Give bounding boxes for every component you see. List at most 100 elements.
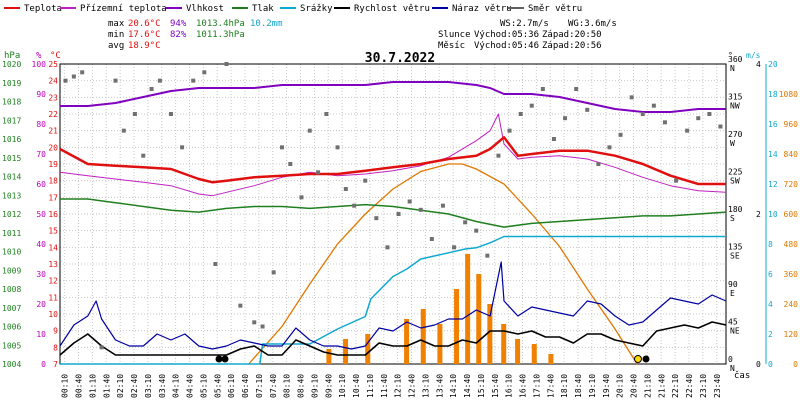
tick-celsius: 10 xyxy=(48,310,58,319)
wind-direction-point xyxy=(463,220,468,225)
tick-percent: 60 xyxy=(36,180,46,189)
wind-direction-point xyxy=(307,128,312,133)
tick-time: 11:10 xyxy=(366,374,375,398)
wind-direction-point xyxy=(674,178,679,183)
tick-celsius: 21 xyxy=(48,127,58,136)
tick-direction: S xyxy=(730,214,735,223)
wind-direction-point xyxy=(352,203,357,208)
tick-percent: 30 xyxy=(36,270,46,279)
moonrise-marker xyxy=(221,355,229,363)
tick-time: 15:10 xyxy=(477,374,486,398)
tick-time: 18:10 xyxy=(560,374,569,398)
tick-percent: 80 xyxy=(36,120,46,129)
tick-time: 11:40 xyxy=(380,374,389,398)
tick-degrees: 225 xyxy=(728,168,743,177)
tick-time: 08:40 xyxy=(297,374,306,398)
tick-ms: 20 xyxy=(768,60,778,69)
tick-time: 03:40 xyxy=(158,374,167,398)
wind-direction-point xyxy=(213,262,218,266)
tick-hpa: 1012 xyxy=(2,210,21,219)
wind-direction-point xyxy=(324,112,329,116)
tick-celsius: 18 xyxy=(48,177,58,186)
stat-sun-rise: Východ:05:36 xyxy=(474,30,539,40)
tick-ms: 6 xyxy=(768,270,773,279)
axis-unit-celsius: °C xyxy=(50,51,61,61)
wind-direction-point xyxy=(529,103,534,108)
stats-block: max 20.6°C 94% 1013.4hPa 10.2mm min 17.6… xyxy=(108,19,617,51)
wind-direction-point xyxy=(63,78,68,83)
axis-unit-percent: % xyxy=(36,51,42,61)
wind-direction-point xyxy=(180,145,185,150)
rain-intensity-bar xyxy=(515,339,521,364)
tick-celsius: 17 xyxy=(48,193,58,202)
wind-direction-point xyxy=(718,124,723,129)
wind-direction-point xyxy=(518,112,523,116)
tick-direction: N xyxy=(730,64,735,73)
series-rainfall xyxy=(60,235,726,365)
stat-moon-label: Měsíc xyxy=(438,41,465,51)
wind-direction-point xyxy=(540,87,545,91)
wind-direction-point xyxy=(440,203,445,208)
wind-direction-point xyxy=(418,207,423,212)
tick-hpa: 1011 xyxy=(2,229,21,238)
tick-celsius: 14 xyxy=(48,243,58,252)
tick-celsius: 8 xyxy=(53,343,58,352)
tick-hpa: 1004 xyxy=(2,360,21,369)
tick-celsius: 11 xyxy=(48,293,58,302)
tick-time: 14:10 xyxy=(449,374,458,398)
tick-percent: 90 xyxy=(36,90,46,99)
stat-min-hum: 82% xyxy=(170,30,187,40)
tick-degrees: 360 xyxy=(728,55,743,64)
series-temperature xyxy=(59,136,726,186)
tick-time: 14:40 xyxy=(463,374,472,398)
sunset-marker xyxy=(634,355,642,363)
tick-time: 19:10 xyxy=(588,374,597,398)
wind-direction-point xyxy=(280,145,284,150)
moonset-marker xyxy=(642,355,650,363)
wind-direction-point xyxy=(132,112,137,116)
tick-degrees: 0 xyxy=(728,355,733,364)
tick-wm2: 360 xyxy=(784,270,799,279)
wind-direction-point xyxy=(224,62,229,66)
legend-label: Přízemní teplota xyxy=(80,4,167,14)
tick-time: 15:40 xyxy=(491,374,500,398)
wind-direction-point xyxy=(80,70,85,75)
wind-direction-point xyxy=(485,253,490,258)
stat-avg-label: avg xyxy=(108,41,124,51)
stat-max-temp: 20.6°C xyxy=(128,19,161,29)
wind-direction-point xyxy=(202,70,207,75)
wind-direction-point xyxy=(452,245,457,250)
wind-direction-point xyxy=(640,112,645,116)
wind-direction-point xyxy=(407,199,412,204)
wind-direction-point xyxy=(685,128,690,133)
wind-direction-point xyxy=(596,162,601,166)
tick-time: 17:10 xyxy=(532,374,541,398)
wind-direction-point xyxy=(607,145,612,150)
tick-time: 09:40 xyxy=(324,374,333,398)
tick-degrees: 45 xyxy=(728,318,738,327)
stat-moon-set: Západ:20:56 xyxy=(542,41,602,51)
tick-time: 07:40 xyxy=(269,374,278,398)
stat-wg: WG:3.6m/s xyxy=(568,19,617,29)
wind-direction-point xyxy=(507,128,512,133)
tick-celsius: 15 xyxy=(48,227,58,236)
series-lines xyxy=(59,81,727,365)
wind-direction-point xyxy=(696,116,701,121)
tick-time: 10:10 xyxy=(338,374,347,398)
axis-unit-degrees: ° xyxy=(728,51,733,60)
tick-wm2: 840 xyxy=(784,150,799,159)
tick-mm: 2 xyxy=(756,210,761,219)
tick-direction: SE xyxy=(730,252,740,261)
tick-direction: E xyxy=(730,289,735,298)
rain-intensity-bar xyxy=(437,324,443,364)
stat-min-label: min xyxy=(108,30,124,40)
wind-direction-point xyxy=(260,324,265,329)
wind-direction-point xyxy=(316,170,321,175)
tick-celsius: 25 xyxy=(48,60,58,69)
tick-hpa: 1017 xyxy=(2,116,21,125)
tick-time: 05:40 xyxy=(213,374,222,398)
tick-time: 09:10 xyxy=(310,374,319,398)
rain-intensity-bar xyxy=(548,354,554,364)
rain-intensity-bar xyxy=(487,304,493,364)
series-solar-radiation xyxy=(248,163,638,365)
